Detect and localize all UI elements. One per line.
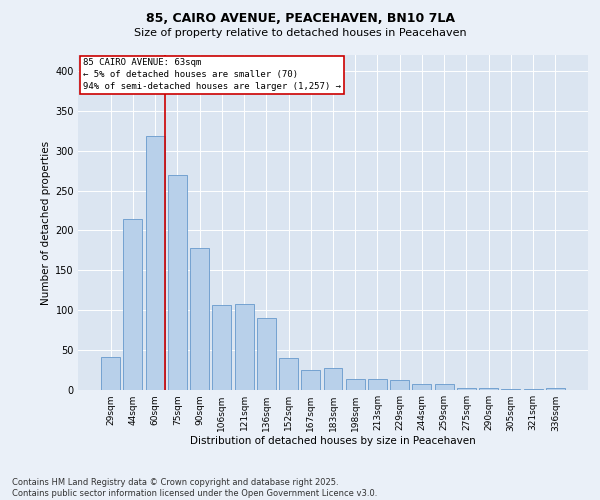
Bar xyxy=(146,136,164,390)
Text: 85 CAIRO AVENUE: 63sqm
← 5% of detached houses are smaller (70)
94% of semi-deta: 85 CAIRO AVENUE: 63sqm ← 5% of detached … xyxy=(83,58,341,91)
Text: 85, CAIRO AVENUE, PEACEHAVEN, BN10 7LA: 85, CAIRO AVENUE, PEACEHAVEN, BN10 7LA xyxy=(146,12,455,26)
Bar xyxy=(368,379,387,390)
Bar xyxy=(390,380,409,390)
Bar xyxy=(279,358,298,390)
Bar xyxy=(546,388,565,390)
X-axis label: Distribution of detached houses by size in Peacehaven: Distribution of detached houses by size … xyxy=(190,436,476,446)
Bar xyxy=(457,388,476,390)
Bar xyxy=(412,384,431,390)
Bar xyxy=(524,389,542,390)
Bar xyxy=(257,318,276,390)
Bar xyxy=(479,388,498,390)
Bar xyxy=(502,389,520,390)
Bar xyxy=(323,368,343,390)
Bar xyxy=(435,384,454,390)
Bar xyxy=(124,218,142,390)
Bar xyxy=(190,248,209,390)
Bar xyxy=(346,379,365,390)
Bar xyxy=(301,370,320,390)
Bar xyxy=(168,174,187,390)
Text: Contains HM Land Registry data © Crown copyright and database right 2025.
Contai: Contains HM Land Registry data © Crown c… xyxy=(12,478,377,498)
Text: Size of property relative to detached houses in Peacehaven: Size of property relative to detached ho… xyxy=(134,28,466,38)
Y-axis label: Number of detached properties: Number of detached properties xyxy=(41,140,51,304)
Bar xyxy=(101,356,120,390)
Bar xyxy=(235,304,254,390)
Bar xyxy=(212,304,231,390)
